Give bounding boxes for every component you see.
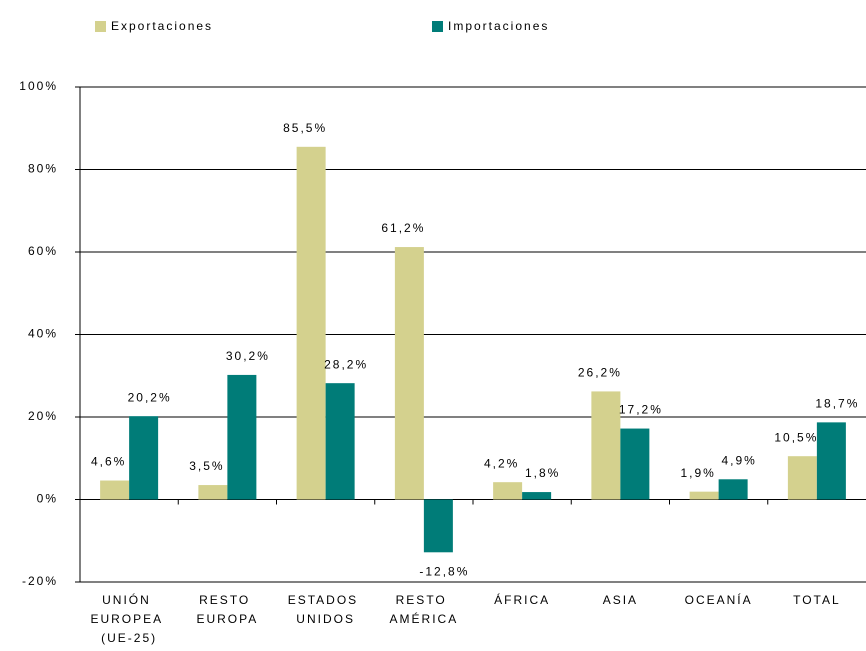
- bar: [493, 482, 523, 500]
- bar: [718, 479, 748, 500]
- bar: [325, 383, 355, 500]
- bar: [100, 480, 130, 500]
- value-label: 26,2%: [578, 366, 622, 380]
- value-label: 4,2%: [484, 456, 519, 470]
- y-tick-label: 100%: [19, 79, 58, 93]
- x-tick-label: RESTO EUROPA: [196, 593, 258, 626]
- legend-label: Exportaciones: [111, 19, 213, 33]
- legend-swatch: [432, 21, 443, 32]
- bar: [689, 491, 719, 500]
- value-label: 4,6%: [91, 455, 126, 469]
- bar: [227, 374, 257, 500]
- x-tick-label: UNIÓN EUROPEA (UE-25): [90, 592, 167, 645]
- value-label: 28,2%: [324, 357, 368, 371]
- value-label: 17,2%: [619, 403, 663, 417]
- bar: [129, 416, 159, 500]
- bar: [522, 492, 552, 500]
- bar: [591, 391, 621, 500]
- value-label: 1,8%: [525, 466, 560, 480]
- value-label: 30,2%: [226, 349, 270, 363]
- value-label: 20,2%: [128, 390, 172, 404]
- x-tick-label: TOTAL: [793, 593, 841, 607]
- y-tick-label: 80%: [28, 162, 58, 176]
- value-label: 85,5%: [283, 121, 327, 135]
- value-label: 18,7%: [815, 397, 859, 411]
- bar: [816, 422, 846, 500]
- y-tick-label: 60%: [28, 244, 58, 258]
- bar: [787, 456, 817, 500]
- y-tick-label: 0%: [37, 492, 58, 506]
- legend-swatch: [95, 21, 106, 32]
- value-label: 4,9%: [721, 453, 756, 467]
- y-tick-label: 40%: [28, 327, 58, 341]
- bar: [394, 247, 424, 500]
- bar: [620, 428, 650, 500]
- value-label: 3,5%: [189, 459, 224, 473]
- x-tick-label: ESTADOS UNIDOS: [288, 593, 364, 626]
- value-label: -12,8%: [419, 564, 469, 578]
- bar: [423, 499, 453, 553]
- x-tick-label: RESTO AMÉRICA: [390, 593, 459, 626]
- x-tick-label: OCEANÍA: [685, 592, 753, 607]
- value-label: 61,2%: [381, 221, 425, 235]
- y-tick-label: -20%: [22, 574, 58, 588]
- bar: [296, 146, 326, 500]
- x-tick-label: ASIA: [603, 593, 638, 607]
- y-tick-label: 20%: [28, 409, 58, 423]
- legend-label: Importaciones: [448, 19, 549, 33]
- value-label: 10,5%: [774, 430, 818, 444]
- x-tick-label: ÁFRICA: [494, 592, 550, 607]
- value-label: 1,9%: [680, 466, 715, 480]
- bar: [198, 485, 228, 500]
